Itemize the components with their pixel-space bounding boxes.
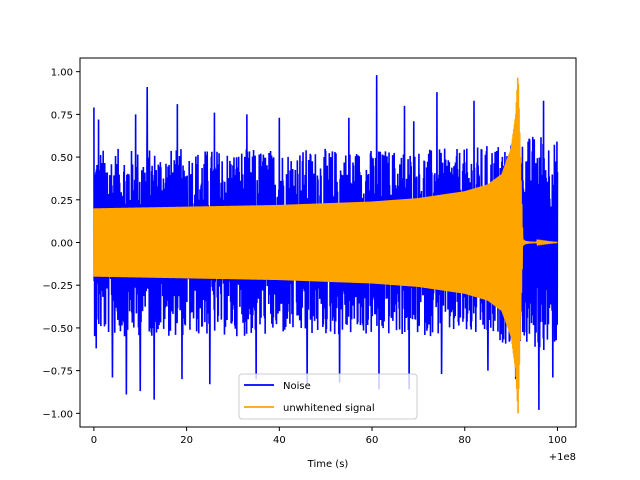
x-tick-label: 80 xyxy=(458,435,471,446)
y-tick-label: 0.00 xyxy=(51,239,73,250)
legend: Noise unwhitened signal xyxy=(238,373,418,420)
x-tick-label: 100 xyxy=(548,435,567,446)
y-tick-label: −1.00 xyxy=(42,409,73,420)
x-tick-label: 60 xyxy=(366,435,379,446)
y-tick-label: −0.75 xyxy=(42,367,73,378)
y-tick-label: 0.50 xyxy=(51,153,73,164)
x-tick-label: 20 xyxy=(180,435,193,446)
y-tick-label: −0.50 xyxy=(42,324,73,335)
series-layer xyxy=(93,75,559,414)
y-tick-label: 1.00 xyxy=(51,68,73,79)
x-offset-text: +1e8 xyxy=(549,452,576,463)
x-tick-label: 0 xyxy=(91,435,97,446)
x-axis-label: Time (s) xyxy=(307,459,349,470)
x-tick-label: 40 xyxy=(273,435,286,446)
y-tick-label: 0.75 xyxy=(51,110,73,121)
axes-layer: 0 20 40 60 80 100 −1.00 −0.75 −0.50 −0.25 0.00 0.25… xyxy=(42,68,567,446)
series-unwhitened-signal-line xyxy=(93,77,558,414)
legend-label-noise: Noise xyxy=(283,381,311,392)
legend-label-signal: unwhitened signal xyxy=(283,403,375,414)
y-tick-label: −0.25 xyxy=(42,281,73,292)
y-tick-label: 0.25 xyxy=(51,196,73,207)
legend-box xyxy=(238,373,418,420)
